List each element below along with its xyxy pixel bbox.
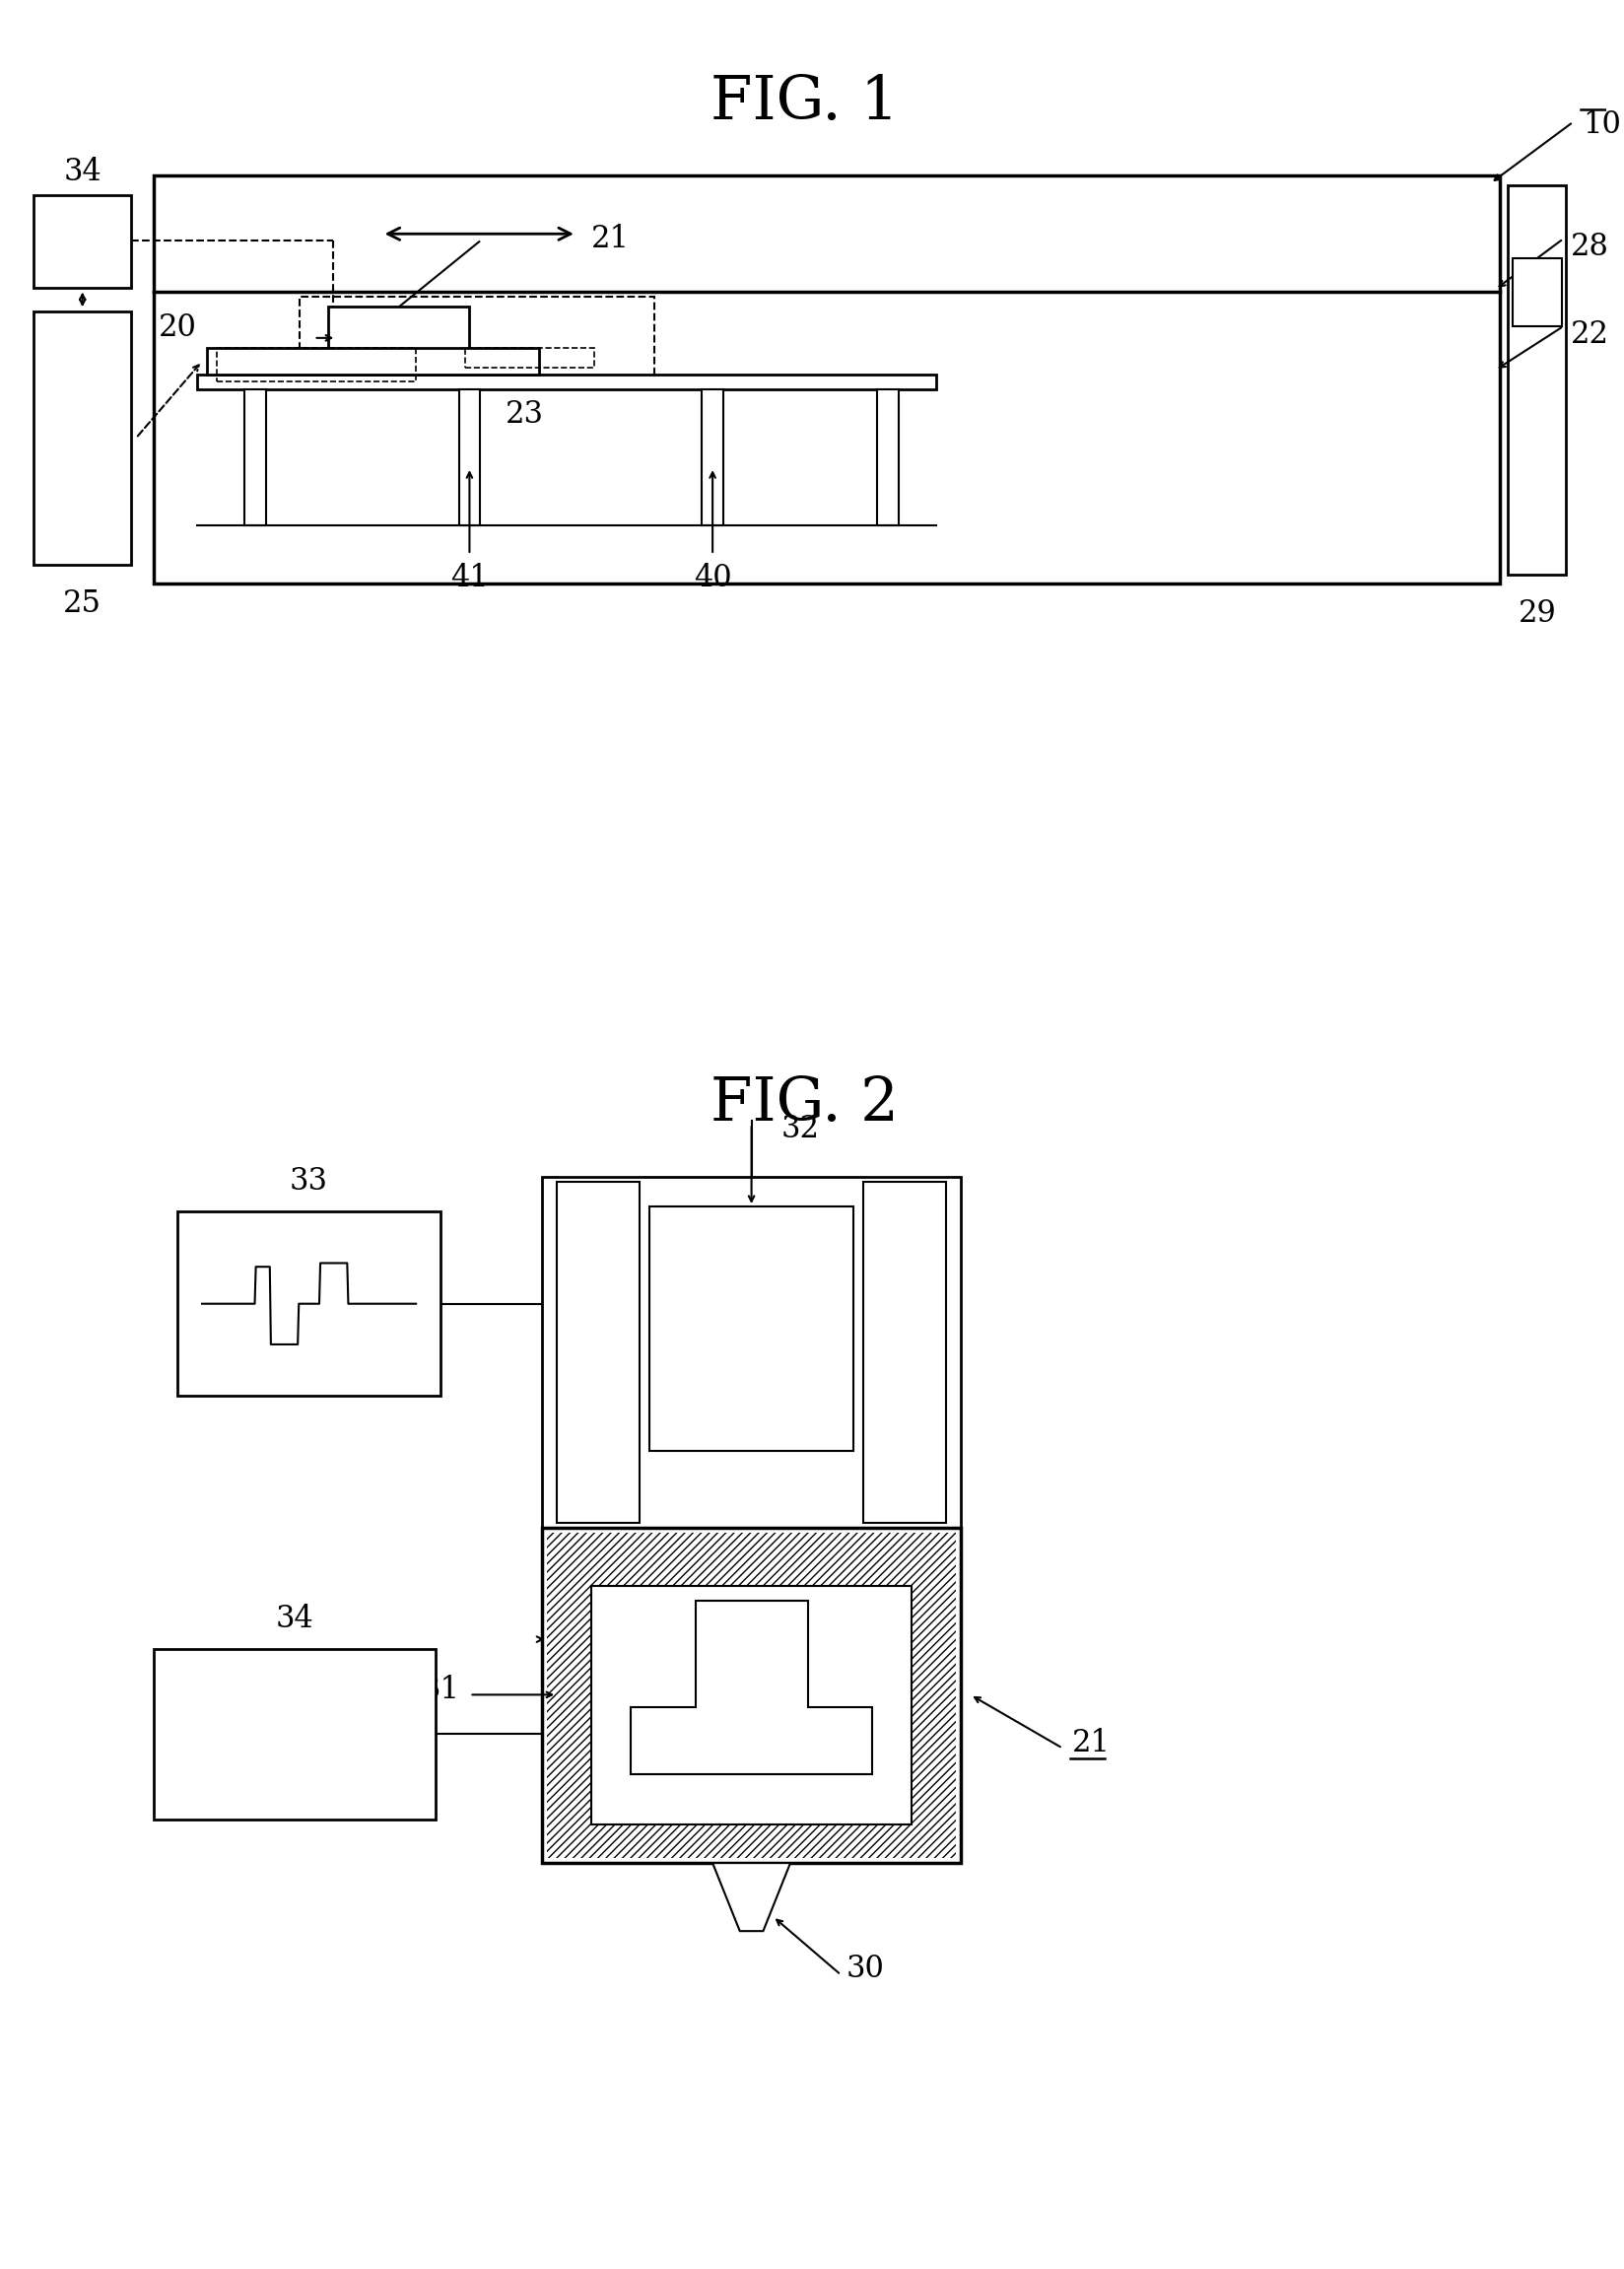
Text: 34: 34 xyxy=(63,157,102,186)
Bar xyxy=(197,374,935,390)
Bar xyxy=(591,1586,911,1824)
Bar xyxy=(34,195,132,288)
Text: FIG. 1: FIG. 1 xyxy=(710,73,898,132)
Text: 25: 25 xyxy=(63,590,102,619)
Bar xyxy=(650,1207,853,1450)
Bar xyxy=(216,347,416,381)
Bar xyxy=(557,1182,640,1522)
Text: FIG. 2: FIG. 2 xyxy=(710,1076,898,1134)
Text: 34: 34 xyxy=(274,1604,313,1634)
Bar xyxy=(542,1527,960,1863)
Bar xyxy=(328,306,469,370)
Bar xyxy=(877,390,898,526)
Text: 31: 31 xyxy=(421,1675,460,1704)
Bar xyxy=(464,347,594,368)
Bar xyxy=(245,390,266,526)
Text: 41: 41 xyxy=(450,563,489,592)
Bar xyxy=(34,311,132,565)
Text: 21: 21 xyxy=(1072,1727,1111,1758)
Text: 29: 29 xyxy=(1517,599,1556,629)
Text: 21: 21 xyxy=(591,222,628,254)
Text: 33: 33 xyxy=(289,1166,328,1196)
Text: 23: 23 xyxy=(505,399,544,429)
Bar xyxy=(206,347,539,374)
Bar xyxy=(177,1212,440,1395)
Bar xyxy=(862,1182,945,1522)
Text: 40: 40 xyxy=(693,563,731,592)
Bar xyxy=(299,297,654,379)
Text: 20: 20 xyxy=(159,313,197,343)
Bar xyxy=(458,390,479,526)
Bar xyxy=(547,1532,955,1858)
Polygon shape xyxy=(713,1863,789,1931)
Bar xyxy=(1507,186,1566,574)
Bar xyxy=(702,390,723,526)
Text: 30: 30 xyxy=(844,1954,883,1985)
Bar xyxy=(542,1178,960,1527)
Bar xyxy=(1512,259,1561,327)
Text: 22: 22 xyxy=(1569,320,1608,349)
Text: 10: 10 xyxy=(1582,109,1621,141)
Bar xyxy=(153,175,1499,583)
Text: 28: 28 xyxy=(1569,231,1608,263)
Text: 32: 32 xyxy=(780,1114,818,1144)
Polygon shape xyxy=(630,1600,872,1774)
Bar xyxy=(153,1650,435,1820)
